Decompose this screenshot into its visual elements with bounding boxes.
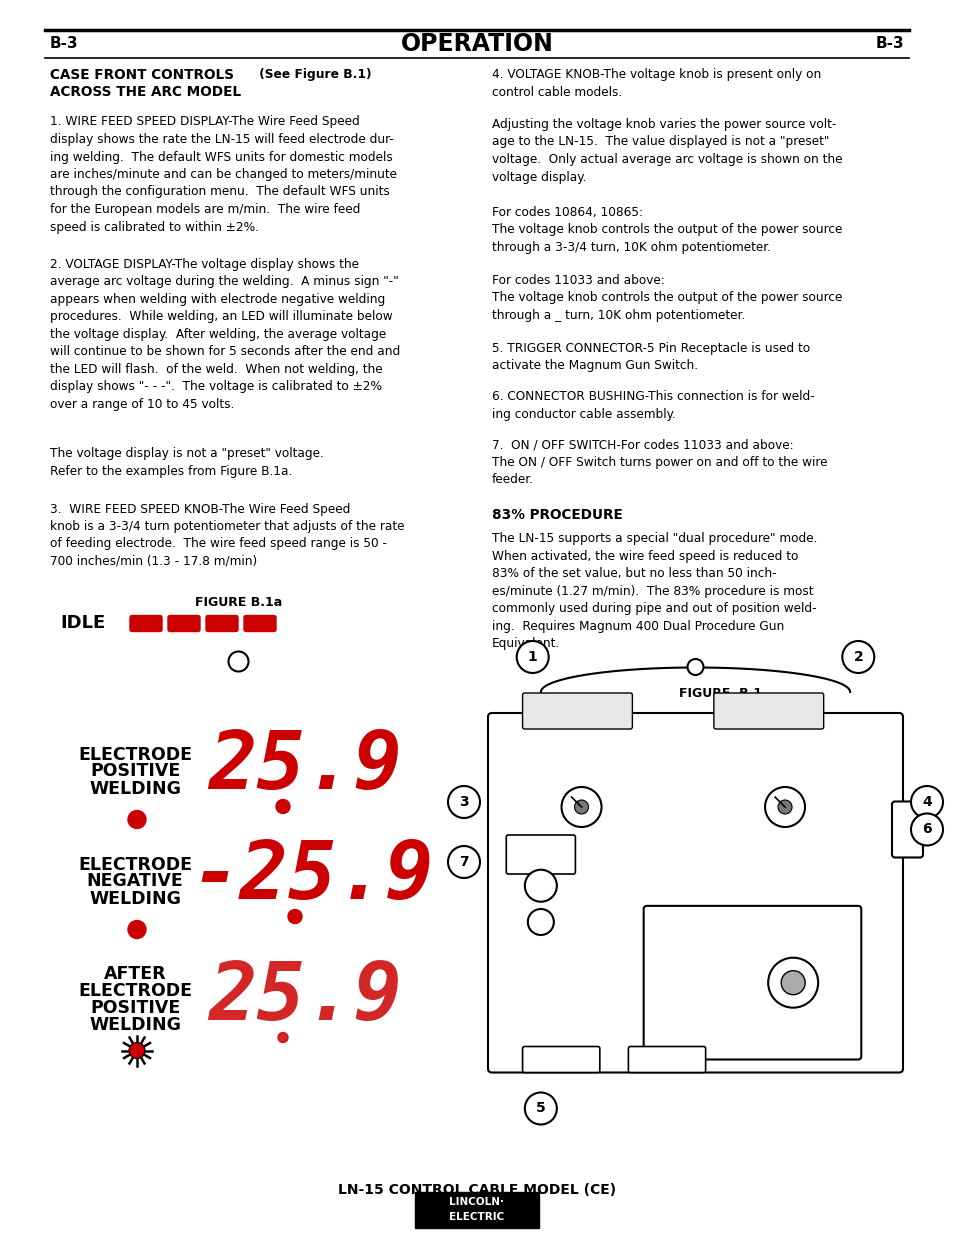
Text: WELDING: WELDING — [89, 889, 181, 908]
Text: POSITIVE: POSITIVE — [90, 999, 180, 1018]
FancyBboxPatch shape — [522, 693, 632, 729]
Circle shape — [764, 787, 804, 827]
Text: FIGURE B.1a: FIGURE B.1a — [194, 595, 282, 609]
Text: WELDING: WELDING — [89, 1016, 181, 1035]
Circle shape — [781, 971, 804, 994]
FancyBboxPatch shape — [244, 615, 275, 631]
FancyBboxPatch shape — [415, 1192, 538, 1228]
Text: 4: 4 — [922, 795, 931, 809]
FancyBboxPatch shape — [891, 802, 923, 857]
Text: 2. VOLTAGE DISPLAY-The voltage display shows the
average arc voltage during the : 2. VOLTAGE DISPLAY-The voltage display s… — [50, 258, 400, 410]
FancyBboxPatch shape — [168, 615, 200, 631]
FancyBboxPatch shape — [206, 615, 237, 631]
FancyBboxPatch shape — [628, 1046, 705, 1072]
Text: CASE FRONT CONTROLS: CASE FRONT CONTROLS — [50, 68, 233, 82]
Text: ELECTRODE: ELECTRODE — [78, 983, 192, 1000]
Text: ELECTRIC: ELECTRIC — [449, 1213, 504, 1223]
Text: ELECTRODE: ELECTRODE — [78, 746, 192, 763]
Text: -25.9: -25.9 — [192, 839, 434, 916]
Circle shape — [687, 659, 702, 676]
Text: Adjusting the voltage knob varies the power source volt-
age to the LN-15.  The : Adjusting the voltage knob varies the po… — [492, 119, 841, 184]
Circle shape — [517, 641, 548, 673]
FancyBboxPatch shape — [643, 905, 861, 1060]
Text: FIGURE  B.1: FIGURE B.1 — [679, 687, 761, 700]
Text: AFTER: AFTER — [104, 966, 166, 983]
Circle shape — [129, 1042, 145, 1058]
Circle shape — [778, 800, 791, 814]
Text: 5: 5 — [536, 1102, 545, 1115]
Text: 7.  ON / OFF SWITCH-For codes 11033 and above:
The ON / OFF Switch turns power o: 7. ON / OFF SWITCH-For codes 11033 and a… — [492, 438, 826, 487]
Text: LINCOLN·: LINCOLN· — [449, 1197, 504, 1207]
Text: LN-15 CONTROL CABLE MODEL (CE): LN-15 CONTROL CABLE MODEL (CE) — [337, 1183, 616, 1197]
Text: 1: 1 — [527, 650, 537, 664]
Text: The LN-15 supports a special "dual procedure" mode.
When activated, the wire fee: The LN-15 supports a special "dual proce… — [492, 532, 817, 650]
Circle shape — [767, 957, 818, 1008]
FancyBboxPatch shape — [506, 835, 575, 874]
Circle shape — [910, 785, 942, 818]
Text: 2: 2 — [853, 650, 862, 664]
Text: For codes 10864, 10865:
The voltage knob controls the output of the power source: For codes 10864, 10865: The voltage knob… — [492, 206, 841, 254]
Text: OPERATION: OPERATION — [400, 32, 553, 56]
Circle shape — [524, 1093, 557, 1125]
Text: 7: 7 — [458, 855, 468, 869]
Circle shape — [128, 810, 146, 829]
Text: 1. WIRE FEED SPEED DISPLAY-The Wire Feed Speed
display shows the rate the LN-15 : 1. WIRE FEED SPEED DISPLAY-The Wire Feed… — [50, 116, 396, 233]
Circle shape — [527, 909, 554, 935]
Text: 6: 6 — [922, 823, 931, 836]
FancyBboxPatch shape — [522, 1046, 599, 1072]
Circle shape — [288, 909, 302, 924]
Circle shape — [277, 1032, 288, 1042]
Text: ACROSS THE ARC MODEL: ACROSS THE ARC MODEL — [50, 85, 241, 100]
Text: 3.  WIRE FEED SPEED KNOB-The Wire Feed Speed
knob is a 3-3/4 turn potentiometer : 3. WIRE FEED SPEED KNOB-The Wire Feed Sp… — [50, 503, 404, 568]
Text: For codes 11033 and above:
The voltage knob controls the output of the power sou: For codes 11033 and above: The voltage k… — [492, 274, 841, 322]
FancyBboxPatch shape — [713, 693, 822, 729]
Text: NEGATIVE: NEGATIVE — [87, 872, 183, 890]
Text: B-3: B-3 — [875, 37, 903, 52]
Text: 6. CONNECTOR BUSHING-This connection is for weld-
ing conductor cable assembly.: 6. CONNECTOR BUSHING-This connection is … — [492, 390, 814, 420]
Text: 4. VOLTAGE KNOB-The voltage knob is present only on
control cable models.: 4. VOLTAGE KNOB-The voltage knob is pres… — [492, 68, 821, 99]
Text: POSITIVE: POSITIVE — [90, 762, 180, 781]
Circle shape — [275, 799, 290, 814]
Circle shape — [841, 641, 873, 673]
Text: 3: 3 — [458, 795, 468, 809]
Circle shape — [561, 787, 601, 827]
Circle shape — [574, 800, 588, 814]
Circle shape — [910, 814, 942, 846]
Circle shape — [128, 920, 146, 939]
Text: 83% PROCEDURE: 83% PROCEDURE — [492, 508, 622, 522]
Text: 25.9: 25.9 — [208, 960, 401, 1037]
FancyBboxPatch shape — [488, 713, 902, 1072]
Text: 25.9: 25.9 — [208, 729, 401, 806]
Text: The voltage display is not a "preset" voltage.
Refer to the examples from Figure: The voltage display is not a "preset" vo… — [50, 447, 323, 478]
Text: 5. TRIGGER CONNECTOR-5 Pin Receptacle is used to
activate the Magnum Gun Switch.: 5. TRIGGER CONNECTOR-5 Pin Receptacle is… — [492, 342, 809, 373]
Text: WELDING: WELDING — [89, 779, 181, 798]
Circle shape — [448, 785, 479, 818]
FancyBboxPatch shape — [130, 615, 162, 631]
Text: B-3: B-3 — [50, 37, 78, 52]
Text: (See Figure B.1): (See Figure B.1) — [254, 68, 371, 82]
Text: IDLE: IDLE — [60, 615, 105, 632]
Circle shape — [524, 869, 557, 902]
Circle shape — [448, 846, 479, 878]
Text: ELECTRODE: ELECTRODE — [78, 856, 192, 873]
